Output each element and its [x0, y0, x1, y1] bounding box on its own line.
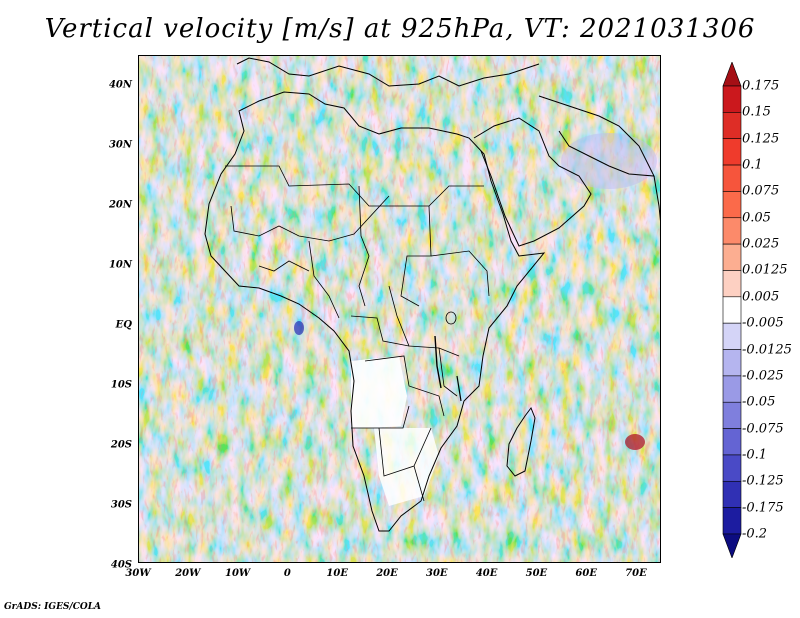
lon-label: 40E	[475, 568, 498, 579]
iran-coastline	[538, 95, 655, 177]
near-zero-region-angola-zambia	[351, 356, 407, 428]
europe-coastline	[236, 57, 540, 87]
lake-victoria	[445, 311, 457, 325]
colorbar-level-label: -0.1	[742, 447, 768, 463]
madagascar-coastline	[506, 406, 536, 477]
colorbar-level-label: 0.15	[742, 104, 771, 120]
lon-label: 60E	[575, 568, 597, 579]
grads-credit: GrADS: IGES/COLA	[4, 602, 102, 612]
lat-label: 20S	[110, 439, 132, 451]
colorbar-level-label: 0.175	[742, 78, 780, 94]
colorbar-level-label: 0.005	[742, 289, 780, 305]
chart-title: Vertical velocity [m/s] at 925hPa, VT: 2…	[44, 14, 756, 44]
gulf-signal	[294, 321, 304, 335]
colorbar-segment	[722, 296, 742, 324]
colorbar-level-label: 0.075	[742, 183, 780, 199]
colorbar-level-label: 0.125	[742, 131, 780, 147]
colorbar-level-label: 0.05	[742, 210, 771, 226]
colorbar-segment	[722, 507, 742, 535]
lon-label: 30E	[426, 568, 448, 579]
colorbar-level-label: -0.175	[742, 500, 784, 516]
colorbar-level-label: -0.025	[742, 368, 784, 384]
colorbar-segment	[722, 270, 742, 298]
colorbar-segment	[722, 138, 742, 166]
cyclone-signal	[625, 434, 645, 450]
lon-label: 70E	[625, 568, 647, 579]
lat-label: 40N	[108, 79, 132, 91]
colorbar-segment	[722, 349, 742, 377]
colorbar-segment	[722, 375, 742, 403]
lat-label: 10S	[110, 379, 132, 391]
near-zero-region-botswana	[374, 428, 439, 506]
colorbar-segment	[722, 428, 742, 456]
colorbar-level-label: 0.1	[742, 157, 763, 173]
lon-label: 10E	[326, 568, 348, 579]
colorbar-level-label: -0.05	[742, 394, 776, 410]
colorbar-segment	[722, 217, 742, 245]
colorbar-level-label: -0.075	[742, 421, 784, 437]
lon-label: 30W	[125, 568, 151, 579]
velocity-field-map	[139, 56, 660, 562]
lat-label: 10N	[108, 259, 132, 271]
lat-label: 20N	[108, 199, 132, 211]
colorbar-segment	[722, 243, 742, 271]
lon-label: 0	[283, 568, 291, 579]
colorbar-level-label: -0.125	[742, 473, 784, 489]
africa-coastline	[204, 91, 546, 532]
colorbar-level-label: 0.0125	[742, 262, 788, 278]
colorbar-segment	[722, 164, 742, 192]
colorbar-level-label: 0.025	[742, 236, 780, 252]
arabia-coastline	[473, 117, 592, 247]
colorbar-segment	[722, 322, 742, 350]
lon-label: 20E	[376, 568, 398, 579]
colorbar-segment	[722, 191, 742, 219]
colorbar-segment	[722, 62, 742, 87]
india-coastline	[653, 175, 660, 222]
colorbar-segment	[722, 85, 742, 113]
iran-highland-signal	[561, 133, 657, 189]
colorbar	[722, 62, 742, 558]
colorbar-level-label: -0.0125	[742, 342, 792, 358]
colorbar-segment	[722, 112, 742, 140]
lat-label: 30N	[108, 139, 132, 151]
map-plot-area	[138, 55, 661, 563]
colorbar-level-label: -0.005	[742, 315, 784, 331]
colorbar-level-label: -0.2	[742, 526, 768, 542]
lat-label: EQ	[115, 319, 132, 331]
lat-label: 40S	[110, 559, 132, 571]
lon-label: 20W	[175, 568, 201, 579]
country-borders	[225, 165, 490, 502]
colorbar-segment	[722, 454, 742, 482]
lat-label: 30S	[110, 499, 132, 511]
lake-malawi	[456, 375, 462, 402]
lon-label: 10W	[225, 568, 251, 579]
colorbar-segment	[722, 401, 742, 429]
lon-label: 50E	[525, 568, 548, 579]
lake-tanganyika	[434, 335, 442, 389]
colorbar-segment	[722, 533, 742, 558]
colorbar-segment	[722, 480, 742, 508]
